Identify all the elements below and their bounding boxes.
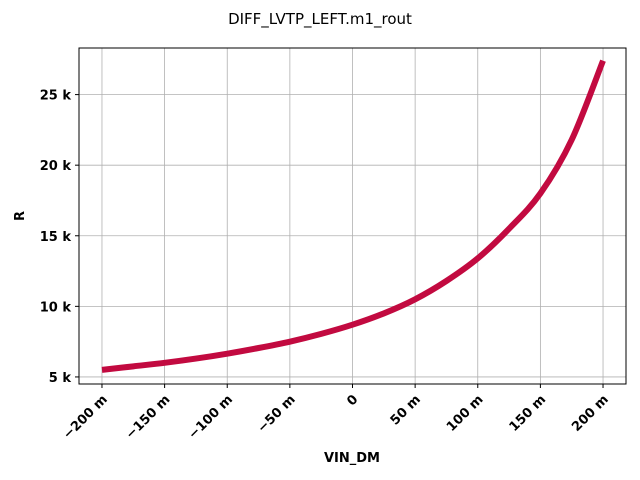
y-tick-label: 20 k <box>40 159 72 174</box>
x-tick-label: 50 m <box>388 392 424 428</box>
y-axis-label: R <box>13 211 28 221</box>
x-tick-label: −100 m <box>186 392 236 442</box>
grid <box>79 48 626 384</box>
series-layer <box>101 59 606 373</box>
series-line <box>101 59 606 373</box>
x-tick-label: −150 m <box>123 392 173 442</box>
y-tick-label: 5 k <box>49 371 72 386</box>
x-axis: −200 m −150 m −100 m −50 m 0 50 m 100 m 150 m 20… <box>61 384 612 443</box>
x-tick-label: 150 m <box>507 392 550 435</box>
chart-title: DIFF_LVTP_LEFT.m1_rout <box>228 10 412 29</box>
y-tick-label: 10 k <box>40 300 72 315</box>
x-tick-label: 200 m <box>569 392 612 435</box>
y-axis: 5 k 10 k 15 k 20 k 25 k <box>40 89 79 386</box>
x-tick-label: −50 m <box>255 392 299 436</box>
x-tick-label: 0 <box>344 392 361 409</box>
x-axis-label: VIN_DM <box>324 451 380 466</box>
x-tick-label: −200 m <box>61 392 111 442</box>
y-tick-label: 25 k <box>40 89 72 104</box>
y-tick-label: 15 k <box>40 230 72 245</box>
x-tick-label: 100 m <box>444 392 487 435</box>
